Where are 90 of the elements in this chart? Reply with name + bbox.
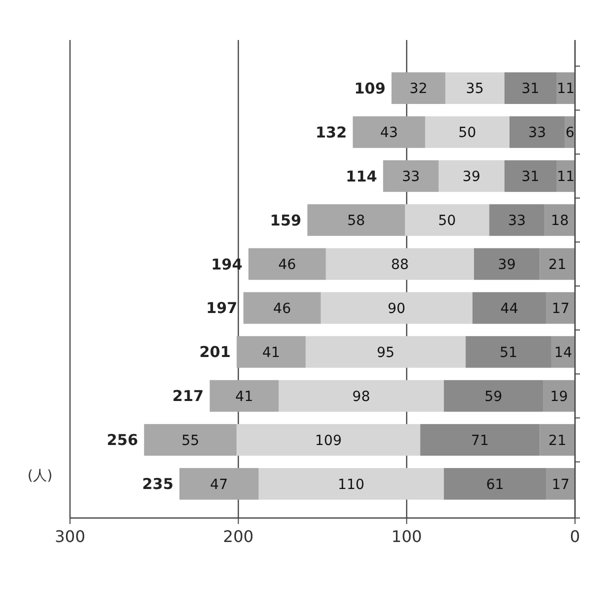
data-label: 11 (556, 81, 575, 98)
bar (179, 468, 259, 500)
bar (472, 292, 546, 324)
total-label: 159 (270, 211, 302, 230)
bar (540, 248, 575, 280)
bar (420, 424, 540, 456)
data-label: 71 (470, 432, 489, 449)
bar (504, 72, 556, 104)
x-tick-label: 200 (223, 527, 254, 546)
bar (236, 336, 306, 368)
bar (326, 248, 474, 280)
data-label: 33 (402, 168, 420, 185)
data-label: 32 (410, 81, 428, 98)
bar (383, 160, 439, 192)
bar (438, 160, 504, 192)
total-label: 132 (315, 123, 347, 142)
bar (392, 72, 446, 104)
data-label: 33 (508, 212, 526, 229)
data-label: 17 (552, 476, 570, 493)
data-label: 90 (388, 300, 406, 317)
total-label: 256 (106, 431, 138, 450)
x-tick-label: 100 (391, 527, 422, 546)
bar (445, 72, 504, 104)
bar (544, 204, 575, 236)
data-label: 109 (315, 432, 342, 449)
bar (278, 380, 444, 412)
data-label: 19 (550, 388, 568, 405)
data-label: 11 (556, 168, 575, 185)
bar (320, 292, 472, 324)
data-label: 95 (376, 344, 395, 361)
bar (307, 204, 405, 236)
data-label: 51 (500, 344, 518, 361)
data-label: 18 (550, 212, 569, 229)
bar (404, 204, 490, 236)
data-label: 21 (548, 256, 566, 273)
data-label: 110 (338, 476, 364, 493)
total-label: 201 (199, 343, 231, 362)
data-label: 98 (352, 388, 370, 405)
total-label: 217 (172, 387, 204, 406)
data-label: 61 (486, 476, 504, 493)
bar (444, 468, 546, 500)
data-label: 55 (181, 432, 200, 449)
bar (236, 424, 420, 456)
data-label: 17 (552, 300, 570, 317)
data-label: 33 (528, 125, 546, 142)
data-label: 31 (521, 168, 540, 185)
data-label: 44 (500, 300, 518, 317)
bar (546, 468, 575, 500)
data-label: 35 (466, 81, 484, 98)
data-label: 39 (462, 168, 480, 185)
data-label: 59 (484, 388, 502, 405)
data-label: 41 (235, 388, 254, 405)
bar (540, 424, 575, 456)
data-label: 58 (347, 212, 366, 229)
bar (543, 380, 575, 412)
bar (504, 160, 556, 192)
x-tick-label: 0 (570, 527, 580, 546)
bar (306, 336, 466, 368)
total-label: 109 (354, 79, 386, 98)
data-label: 50 (458, 125, 476, 142)
bar (243, 292, 321, 324)
bar (489, 204, 545, 236)
bar (144, 424, 237, 456)
bar (352, 116, 426, 148)
data-label: 50 (438, 212, 456, 229)
data-label: 46 (273, 300, 292, 317)
total-label: 197 (206, 299, 238, 318)
total-label: 114 (346, 167, 378, 186)
data-label: 21 (548, 432, 566, 449)
data-label: 31 (521, 81, 540, 98)
bar (258, 468, 444, 500)
x-tick-label: 300 (54, 527, 86, 546)
bar (444, 380, 544, 412)
data-label: 43 (380, 125, 398, 142)
bar (425, 116, 510, 148)
bar (474, 248, 540, 280)
bar (546, 292, 575, 324)
data-label: 6 (565, 125, 574, 142)
data-label: 46 (278, 256, 296, 273)
x-axis-title: (人) (28, 468, 52, 484)
bar (210, 380, 279, 412)
data-label: 47 (210, 476, 228, 493)
bar (509, 116, 565, 148)
data-label: 41 (262, 344, 280, 361)
data-label: 14 (554, 344, 572, 361)
bar (466, 336, 552, 368)
data-label: 88 (391, 256, 409, 273)
bar (248, 248, 326, 280)
total-label: 235 (142, 475, 174, 494)
data-label: 39 (498, 256, 516, 273)
